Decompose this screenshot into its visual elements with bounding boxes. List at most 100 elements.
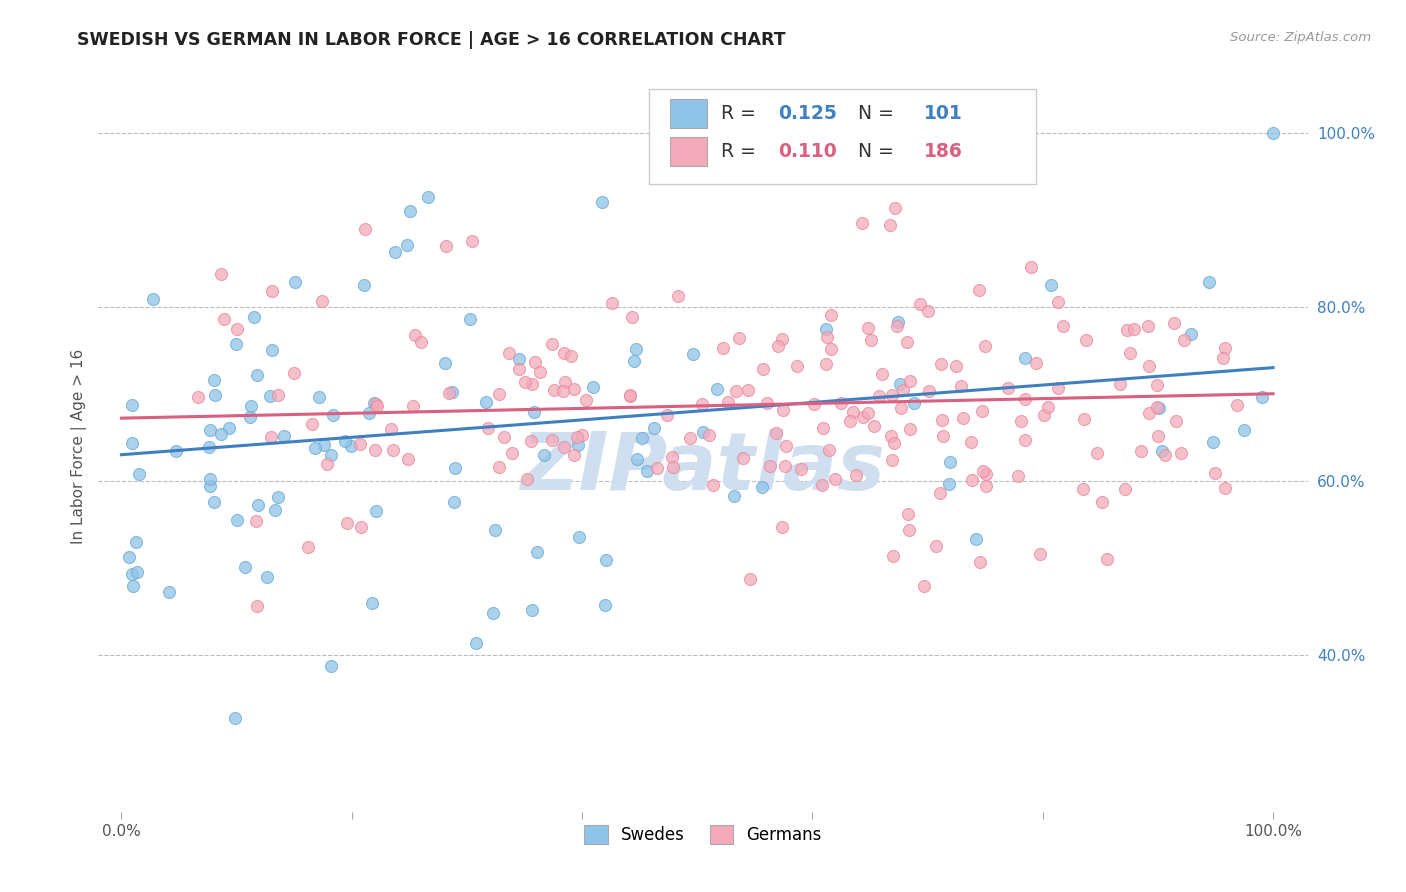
Point bbox=[125, 534, 148, 549]
Point bbox=[226, 322, 249, 336]
Point bbox=[461, 234, 484, 248]
Point bbox=[682, 347, 704, 361]
Point bbox=[1164, 414, 1187, 428]
Point bbox=[725, 384, 748, 398]
Point bbox=[384, 245, 406, 260]
Point bbox=[404, 327, 426, 342]
Point bbox=[1014, 392, 1036, 406]
Point bbox=[157, 584, 180, 599]
Point bbox=[416, 190, 439, 204]
Point bbox=[1261, 126, 1284, 140]
Point bbox=[842, 405, 865, 419]
Point bbox=[202, 373, 225, 387]
Point bbox=[519, 434, 541, 449]
Point bbox=[1146, 400, 1168, 414]
Point bbox=[952, 411, 974, 425]
Point bbox=[554, 375, 576, 389]
Point bbox=[264, 503, 287, 517]
Point bbox=[880, 388, 903, 402]
Point bbox=[818, 443, 841, 458]
Point bbox=[1198, 275, 1220, 289]
Point bbox=[882, 549, 904, 563]
FancyBboxPatch shape bbox=[671, 99, 707, 128]
Point bbox=[967, 283, 990, 297]
Point bbox=[897, 523, 920, 537]
Point bbox=[1226, 398, 1249, 412]
Point bbox=[434, 239, 457, 253]
Point bbox=[939, 455, 962, 469]
Point bbox=[568, 530, 591, 544]
Point bbox=[790, 462, 813, 476]
Point bbox=[891, 383, 914, 397]
Point bbox=[444, 461, 467, 475]
Point bbox=[872, 367, 894, 381]
Point bbox=[1036, 400, 1059, 414]
Point bbox=[209, 427, 232, 442]
Point bbox=[1201, 435, 1223, 450]
Point bbox=[319, 658, 342, 673]
Point bbox=[1109, 377, 1132, 392]
Point bbox=[811, 421, 834, 435]
Point bbox=[890, 401, 912, 415]
Point bbox=[233, 559, 256, 574]
Point bbox=[508, 351, 530, 366]
Point bbox=[335, 434, 357, 448]
Point bbox=[880, 452, 903, 467]
Point bbox=[1146, 378, 1168, 392]
Point bbox=[600, 295, 623, 310]
Point bbox=[1052, 319, 1074, 334]
Point bbox=[619, 389, 641, 403]
Point bbox=[118, 549, 141, 564]
Point bbox=[621, 310, 644, 324]
Point bbox=[567, 430, 589, 444]
Point bbox=[488, 460, 510, 475]
Point bbox=[360, 596, 382, 610]
Point bbox=[260, 430, 283, 444]
Point bbox=[1137, 406, 1160, 420]
Point bbox=[751, 480, 773, 494]
Point bbox=[364, 442, 387, 457]
Point bbox=[765, 425, 787, 440]
Point bbox=[886, 319, 908, 334]
Point bbox=[562, 382, 585, 396]
Point bbox=[1014, 351, 1036, 365]
Point bbox=[1073, 412, 1095, 426]
Point bbox=[363, 396, 385, 410]
Point bbox=[706, 382, 728, 396]
Point bbox=[786, 359, 808, 373]
Point bbox=[897, 507, 920, 521]
Point bbox=[553, 440, 575, 454]
Point bbox=[740, 572, 762, 586]
Point bbox=[225, 513, 247, 527]
Point bbox=[889, 376, 911, 391]
Point bbox=[225, 336, 247, 351]
Point bbox=[301, 417, 323, 432]
Point bbox=[859, 333, 882, 347]
Point bbox=[965, 532, 987, 546]
Point bbox=[395, 237, 418, 252]
Point bbox=[1046, 380, 1069, 394]
Point bbox=[562, 448, 585, 462]
Point bbox=[304, 441, 326, 455]
Point bbox=[879, 218, 901, 232]
Point bbox=[212, 312, 235, 326]
Point bbox=[380, 422, 402, 436]
Point bbox=[884, 201, 907, 215]
Point bbox=[974, 479, 997, 493]
Point bbox=[349, 437, 371, 451]
Point bbox=[204, 388, 226, 402]
Point bbox=[918, 384, 941, 398]
Point bbox=[898, 374, 921, 388]
Text: R =: R = bbox=[721, 103, 762, 123]
Point bbox=[501, 446, 523, 460]
Point bbox=[591, 195, 613, 210]
Point bbox=[692, 397, 714, 411]
Point bbox=[560, 349, 582, 363]
Point bbox=[411, 334, 433, 349]
Point bbox=[121, 579, 143, 593]
Point bbox=[845, 467, 868, 482]
Point bbox=[839, 414, 862, 428]
Point bbox=[1170, 446, 1192, 460]
Point bbox=[945, 359, 967, 374]
Point bbox=[756, 396, 779, 410]
